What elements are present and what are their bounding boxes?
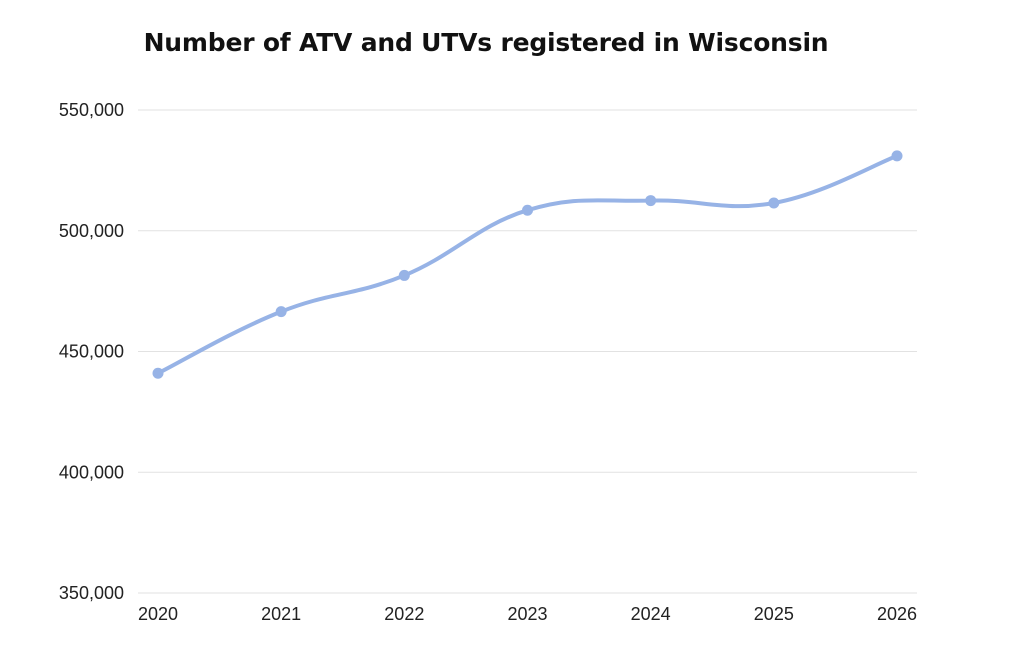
series-layer bbox=[152, 150, 903, 379]
x-tick-label: 2024 bbox=[631, 604, 671, 624]
y-tick-label: 550,000 bbox=[59, 100, 124, 120]
series-line bbox=[156, 153, 899, 376]
x-tick-label: 2022 bbox=[384, 604, 424, 624]
y-tick-label: 450,000 bbox=[59, 342, 124, 362]
data-point bbox=[891, 150, 903, 162]
y-tick-label: 500,000 bbox=[59, 221, 124, 241]
y-tick-label: 350,000 bbox=[59, 583, 124, 603]
x-axis-tick-labels: 2020 2021 2022 2023 2024 2025 2026 bbox=[138, 604, 917, 624]
data-point bbox=[152, 367, 164, 379]
data-point bbox=[645, 195, 657, 207]
chart-title: Number of ATV and UTVs registered in Wis… bbox=[143, 28, 829, 57]
data-point bbox=[398, 269, 410, 281]
x-tick-label: 2026 bbox=[877, 604, 917, 624]
x-tick-label: 2025 bbox=[754, 604, 794, 624]
x-tick-label: 2023 bbox=[507, 604, 547, 624]
y-axis-tick-labels: 350,000 400,000 450,000 500,000 550,000 bbox=[59, 100, 124, 603]
x-tick-label: 2020 bbox=[138, 604, 178, 624]
y-tick-label: 400,000 bbox=[59, 462, 124, 482]
grid-lines bbox=[138, 109, 917, 594]
data-point bbox=[522, 204, 533, 216]
data-point bbox=[275, 306, 287, 318]
x-tick-label: 2021 bbox=[261, 604, 301, 624]
data-point bbox=[768, 197, 780, 209]
